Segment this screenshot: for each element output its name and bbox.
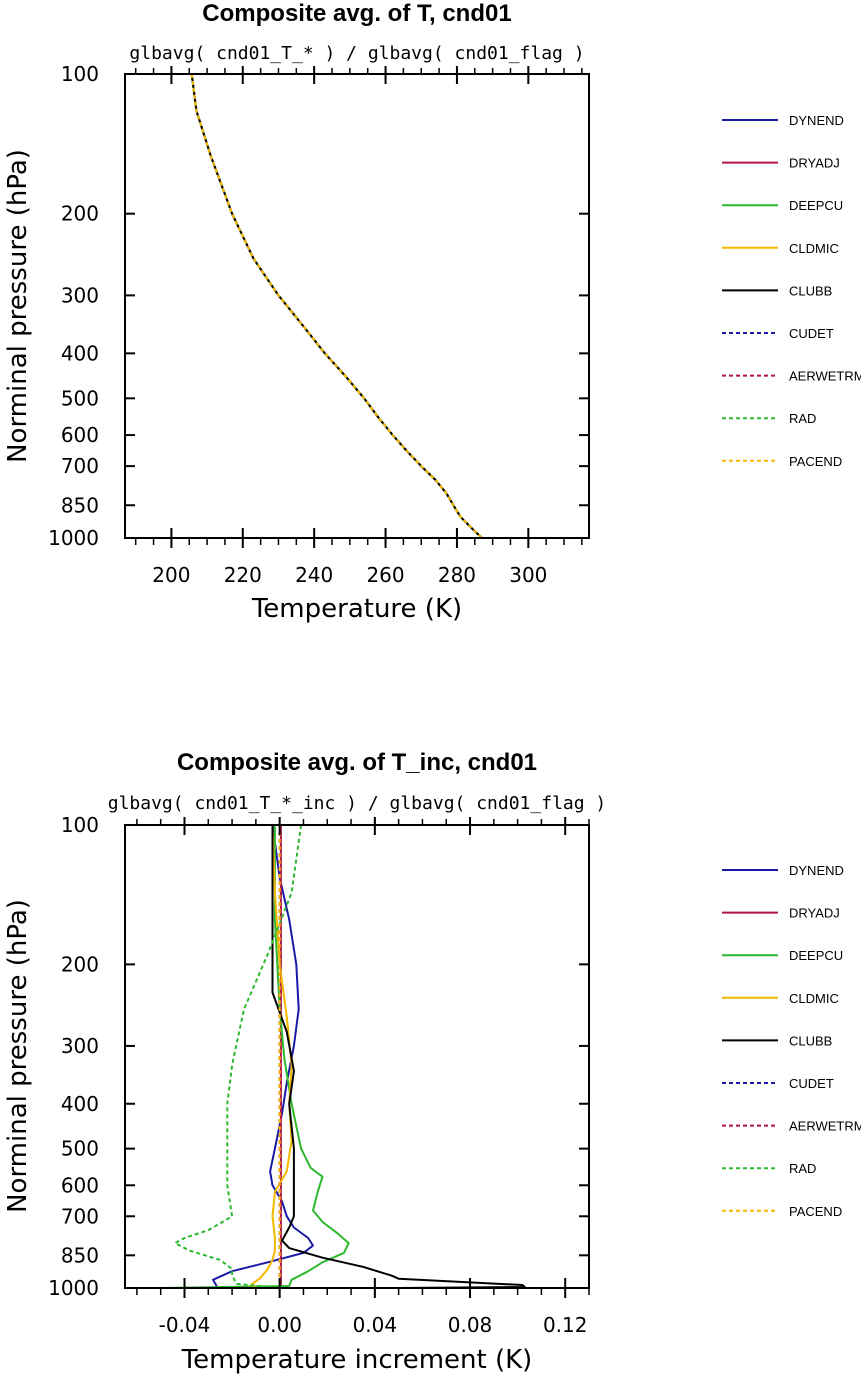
x-axis-label: Temperature (K) [251, 594, 462, 624]
y-tick-label: 400 [61, 341, 99, 365]
y-tick-label: 500 [61, 386, 99, 410]
y-tick-label: 700 [61, 1204, 99, 1228]
y-tick-label: 500 [61, 1137, 99, 1161]
x-tick-label: 280 [438, 563, 476, 587]
chart-temperature: Composite avg. of T, cnd01 glbavg( cnd01… [3, 0, 861, 624]
legend-label: PACEND [789, 454, 842, 469]
series-line-cldmic [250, 825, 293, 1288]
legend-label: RAD [789, 411, 816, 426]
legend-label: CLDMIC [789, 991, 839, 1006]
y-axis-label: Norminal pressure (hPa) [3, 899, 33, 1213]
chart-subtitle: glbavg( cnd01_T_* ) / glbavg( cnd01_flag… [129, 43, 584, 64]
legend-label: CLDMIC [789, 241, 839, 256]
legend-label: DYNEND [789, 113, 844, 128]
series-line-deepcu [160, 825, 350, 1288]
legend-label: CLUBB [789, 1033, 832, 1048]
y-tick-label: 300 [61, 283, 99, 307]
chart-title: Composite avg. of T_inc, cnd01 [177, 749, 537, 776]
y-tick-label: 1000 [48, 1276, 99, 1300]
x-tick-label: 300 [509, 563, 547, 587]
legend-label: RAD [789, 1161, 816, 1176]
chart-title: Composite avg. of T, cnd01 [202, 0, 511, 27]
legend-label: DRYADJ [789, 906, 840, 921]
x-tick-label: -0.04 [159, 1313, 211, 1337]
legend-label: DEEPCU [789, 948, 843, 963]
series-line-pacend [190, 74, 483, 538]
chart-subtitle: glbavg( cnd01_T_*_inc ) / glbavg( cnd01_… [108, 793, 607, 814]
x-tick-label: 0.00 [257, 1313, 302, 1337]
y-tick-label: 200 [61, 952, 99, 976]
x-tick-label: 0.04 [353, 1313, 398, 1337]
x-tick-label: 0.12 [543, 1313, 588, 1337]
x-tick-label: 0.08 [448, 1313, 493, 1337]
x-tick-label: 260 [366, 563, 404, 587]
y-tick-label: 850 [61, 1243, 99, 1267]
legend-label: CUDET [789, 1076, 834, 1091]
y-tick-label: 700 [61, 454, 99, 478]
y-tick-label: 850 [61, 493, 99, 517]
y-tick-label: 100 [61, 813, 99, 837]
y-tick-label: 300 [61, 1034, 99, 1058]
legend-label: CUDET [789, 326, 834, 341]
series-line-clubb [271, 825, 526, 1288]
y-axis-label: Norminal pressure (hPa) [3, 149, 33, 463]
y-tick-label: 600 [61, 1173, 99, 1197]
chart-temperature-increment: Composite avg. of T_inc, cnd01 glbavg( c… [3, 749, 861, 1375]
legend-label: AERWETRM [789, 1119, 861, 1134]
legend-label: AERWETRM [789, 369, 861, 384]
plot-frame [124, 824, 590, 1289]
x-tick-label: 200 [152, 563, 190, 587]
x-tick-label: 240 [295, 563, 333, 587]
legend-label: DYNEND [789, 863, 844, 878]
y-tick-label: 100 [61, 62, 99, 86]
legend-label: DEEPCU [789, 198, 843, 213]
x-axis-label: Temperature increment (K) [181, 1345, 533, 1375]
x-tick-label: 220 [224, 563, 262, 587]
y-tick-label: 200 [61, 202, 99, 226]
legend-label: DRYADJ [789, 156, 840, 171]
y-tick-label: 600 [61, 423, 99, 447]
y-tick-label: 400 [61, 1092, 99, 1116]
legend-label: PACEND [789, 1204, 842, 1219]
y-tick-label: 1000 [48, 526, 99, 550]
series-line-rad [174, 825, 303, 1288]
legend-label: CLUBB [789, 283, 832, 298]
plot-frame [124, 73, 590, 539]
